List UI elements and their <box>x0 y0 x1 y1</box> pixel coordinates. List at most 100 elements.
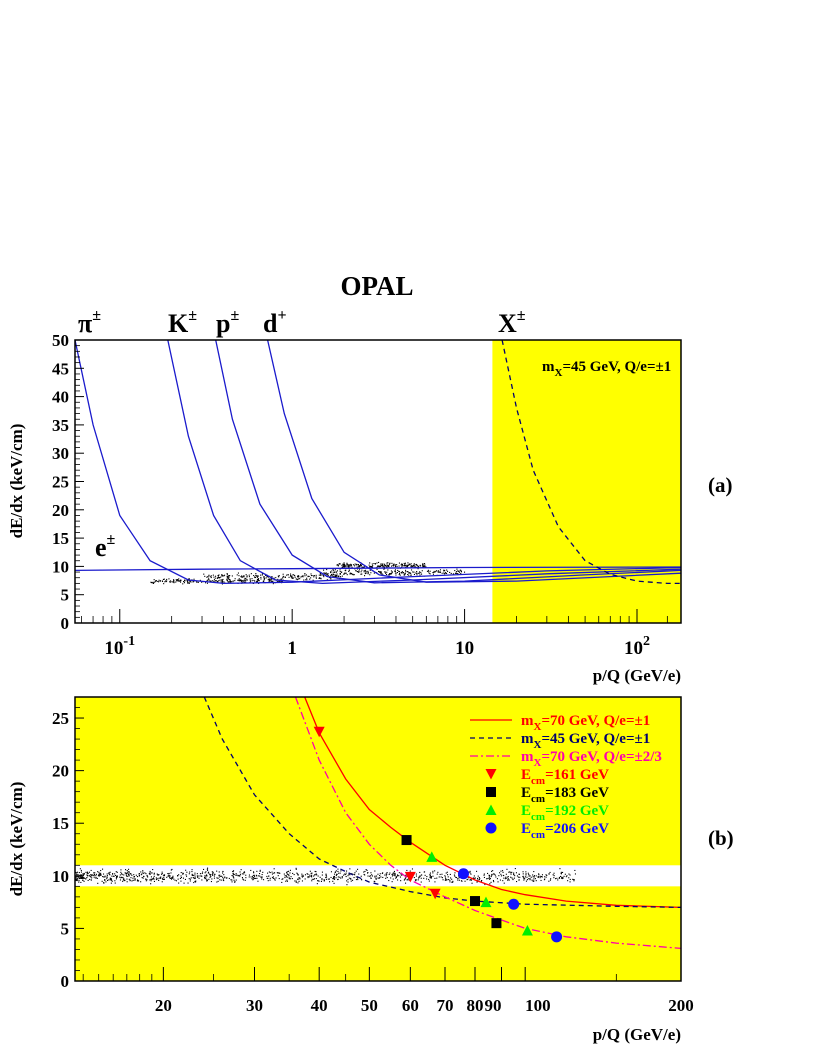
scatter-point <box>239 871 241 873</box>
scatter-point <box>162 874 164 876</box>
scatter-point <box>419 875 421 877</box>
scatter-point <box>122 880 124 882</box>
scatter-point <box>320 880 322 882</box>
scatter-point <box>386 565 388 567</box>
scatter-point <box>163 875 165 877</box>
scatter-point <box>422 565 424 567</box>
scatter-point <box>271 873 273 875</box>
scatter-point <box>518 879 520 881</box>
scatter-point <box>429 873 431 875</box>
scatter-point <box>460 573 462 575</box>
scatter-point <box>371 563 373 565</box>
scatter-point <box>158 874 160 876</box>
scatter-point <box>410 563 412 565</box>
scatter-point <box>403 879 405 881</box>
scatter-point <box>338 575 340 577</box>
scatter-point <box>304 874 306 876</box>
series-line <box>304 696 682 909</box>
scatter-point <box>278 878 280 880</box>
scatter-point <box>456 573 458 575</box>
scatter-point <box>464 571 466 573</box>
scatter-point <box>477 879 479 881</box>
scatter-point <box>365 572 367 574</box>
scatter-point <box>82 873 84 875</box>
data-marker <box>470 896 481 907</box>
scatter-point <box>94 874 96 876</box>
scatter-point <box>511 871 513 873</box>
scatter-point <box>291 878 293 880</box>
scatter-point <box>243 581 245 583</box>
scatter-point <box>415 572 417 574</box>
scatter-point <box>573 879 575 881</box>
scatter-point <box>124 872 126 874</box>
scatter-point <box>549 871 551 873</box>
scatter-point <box>496 878 498 880</box>
scatter-point <box>268 875 270 877</box>
scatter-point <box>369 875 371 877</box>
scatter-point <box>281 580 283 582</box>
scatter-point <box>355 569 357 571</box>
scatter-point <box>345 876 347 878</box>
scatter-point <box>250 580 252 582</box>
scatter-point <box>81 877 83 879</box>
scatter-point <box>341 571 343 573</box>
scatter-point <box>470 879 472 881</box>
scatter-point <box>101 880 103 882</box>
y-tick-label: 5 <box>61 586 70 605</box>
scatter-point <box>106 876 108 878</box>
scatter-point <box>404 562 406 564</box>
scatter-point <box>327 878 329 880</box>
scatter-point <box>148 873 150 875</box>
scatter-point <box>358 566 360 568</box>
scatter-point <box>180 579 182 581</box>
scatter-point <box>419 875 421 877</box>
scatter-point <box>278 575 280 577</box>
scatter-point <box>428 878 430 880</box>
scatter-point <box>332 568 334 570</box>
scatter-point <box>153 880 155 882</box>
scatter-point <box>322 575 324 577</box>
scatter-point <box>232 873 234 875</box>
x-tick-label: 80 <box>467 996 484 1015</box>
scatter-point <box>494 874 496 876</box>
scatter-point <box>179 580 181 582</box>
series-line <box>203 696 682 909</box>
scatter-point <box>281 578 283 580</box>
particle-label: K± <box>168 307 197 338</box>
scatter-point <box>249 578 251 580</box>
scatter-point <box>141 877 143 879</box>
scatter-point <box>389 573 391 575</box>
scatter-point <box>163 878 165 880</box>
scatter-point <box>489 877 491 879</box>
scatter-point <box>226 575 228 577</box>
scatter-point <box>210 580 212 582</box>
scatter-point <box>397 879 399 881</box>
scatter-point <box>426 876 428 878</box>
scatter-point <box>90 869 92 871</box>
scatter-point <box>201 879 203 881</box>
scatter-point <box>188 578 190 580</box>
scatter-point <box>395 875 397 877</box>
scatter-point <box>361 573 363 575</box>
scatter-point <box>207 872 209 874</box>
scatter-point <box>173 579 175 581</box>
scatter-point <box>104 875 106 877</box>
scatter-point <box>104 879 106 881</box>
scatter-point <box>357 568 359 570</box>
scatter-point <box>398 565 400 567</box>
scatter-point <box>158 879 160 881</box>
scatter-point <box>153 582 155 584</box>
scatter-point <box>457 878 459 880</box>
scatter-point <box>212 581 214 583</box>
scatter-point <box>170 580 172 582</box>
scatter-point <box>263 879 265 881</box>
scatter-point <box>370 872 372 874</box>
scatter-point <box>333 876 335 878</box>
scatter-point <box>535 875 537 877</box>
scatter-point <box>260 578 262 580</box>
scatter-point <box>302 874 304 876</box>
scatter-point <box>401 571 403 573</box>
scatter-point <box>316 874 318 876</box>
scatter-point <box>199 873 201 875</box>
scatter-point <box>172 581 174 583</box>
